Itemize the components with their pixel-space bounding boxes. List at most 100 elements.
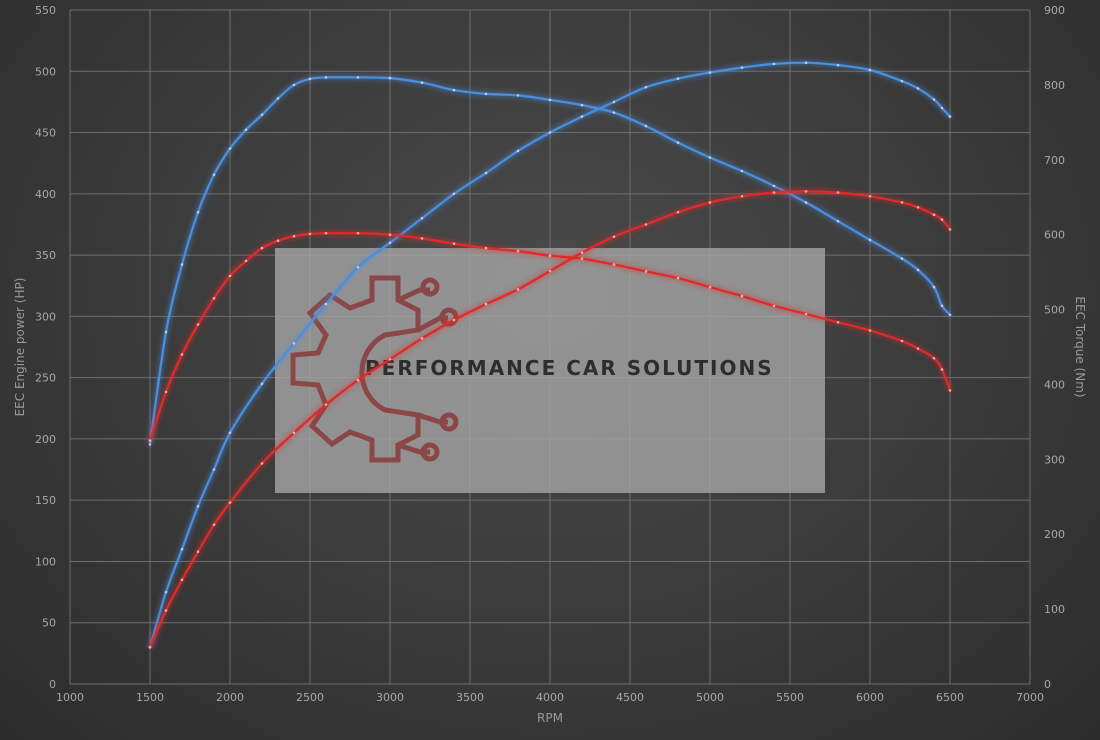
data-point [948, 389, 952, 392]
data-point [148, 645, 152, 649]
x-tick-label: 7000 [1016, 691, 1044, 704]
data-point [452, 192, 456, 196]
data-point [212, 173, 216, 177]
data-point [644, 270, 648, 273]
data-point [484, 171, 488, 175]
y-left-tick-label: 200 [35, 433, 56, 446]
y-right-tick-label: 100 [1044, 603, 1065, 616]
data-point [676, 210, 680, 214]
data-point [452, 242, 456, 245]
x-tick-label: 2000 [216, 691, 244, 704]
data-point [452, 88, 456, 92]
data-point [356, 231, 360, 235]
y-left-tick-label: 300 [35, 310, 56, 323]
y-axis-left-label: EEC Engine power (HP) [13, 278, 27, 417]
data-point [196, 210, 200, 214]
data-point [772, 191, 776, 194]
data-point [196, 550, 200, 553]
y-right-tick-label: 0 [1044, 678, 1051, 691]
y-left-tick-label: 350 [35, 249, 56, 262]
data-point [804, 312, 808, 316]
data-point [516, 249, 520, 253]
x-tick-label: 6000 [856, 691, 884, 704]
data-point [276, 239, 280, 242]
data-point [836, 63, 840, 67]
data-point [740, 195, 744, 198]
data-point [740, 169, 744, 173]
y-left-tick-label: 500 [35, 65, 56, 78]
data-point [324, 76, 328, 79]
data-point [932, 356, 936, 360]
data-point [356, 76, 360, 79]
data-point [900, 257, 904, 260]
watermark-text: PERFORMANCE CAR SOLUTIONS [365, 356, 774, 380]
x-tick-label: 4000 [536, 691, 564, 704]
data-point [580, 115, 584, 118]
data-point [292, 234, 296, 238]
data-point [580, 103, 584, 107]
data-point [740, 294, 744, 298]
data-point [612, 263, 616, 266]
y-right-tick-label: 900 [1044, 4, 1065, 17]
gear-circuit-icon [290, 275, 459, 463]
x-tick-label: 1500 [136, 691, 164, 704]
data-point [164, 590, 168, 594]
x-tick-label: 4500 [616, 691, 644, 704]
data-point [180, 578, 184, 582]
data-point [388, 358, 392, 361]
y-right-tick-label: 300 [1044, 453, 1065, 466]
data-point [260, 462, 264, 465]
x-tick-label: 5000 [696, 691, 724, 704]
data-point [548, 98, 552, 102]
data-point [148, 439, 152, 442]
data-point [916, 206, 920, 209]
data-point [420, 237, 424, 240]
data-point [180, 263, 184, 266]
data-point [548, 254, 552, 257]
series-line [148, 231, 952, 442]
series-line [148, 76, 952, 446]
data-point [804, 61, 808, 64]
data-point [940, 218, 944, 221]
data-point [644, 223, 648, 226]
data-point [180, 547, 184, 551]
axis-ticks: 1000 1500 2000 2500 3000 3500 4000 4500 5000 5500… [35, 4, 1065, 704]
data-point [516, 288, 520, 291]
y-left-tick-label: 0 [49, 678, 56, 691]
data-point [548, 131, 552, 134]
data-point [164, 330, 168, 334]
data-point [244, 259, 248, 263]
data-point [484, 92, 488, 96]
data-point [932, 213, 936, 216]
data-point [276, 97, 280, 100]
data-point [164, 390, 168, 394]
data-point [612, 235, 616, 238]
data-point [900, 79, 904, 83]
y-left-tick-label: 100 [35, 555, 56, 568]
data-point [916, 87, 920, 90]
data-point [260, 382, 264, 386]
y-left-tick-label: 450 [35, 127, 56, 140]
data-point [196, 323, 200, 326]
data-point [228, 147, 232, 150]
data-point [420, 337, 424, 340]
data-point [148, 443, 152, 446]
data-point [772, 62, 776, 66]
data-point [292, 83, 296, 87]
data-point [940, 304, 944, 308]
x-tick-label: 2500 [296, 691, 324, 704]
data-point [868, 68, 872, 72]
data-point [164, 609, 168, 612]
data-point [948, 115, 952, 118]
data-point [580, 257, 584, 260]
data-point [916, 347, 920, 350]
y-right-tick-label: 200 [1044, 528, 1065, 541]
data-point [644, 85, 648, 89]
data-point [708, 71, 712, 74]
y-axis-right-label: EEC Torque (Nm) [1073, 296, 1087, 397]
series-layer [148, 61, 952, 649]
data-point [868, 195, 872, 198]
x-tick-label: 3500 [456, 691, 484, 704]
data-point [580, 251, 584, 254]
